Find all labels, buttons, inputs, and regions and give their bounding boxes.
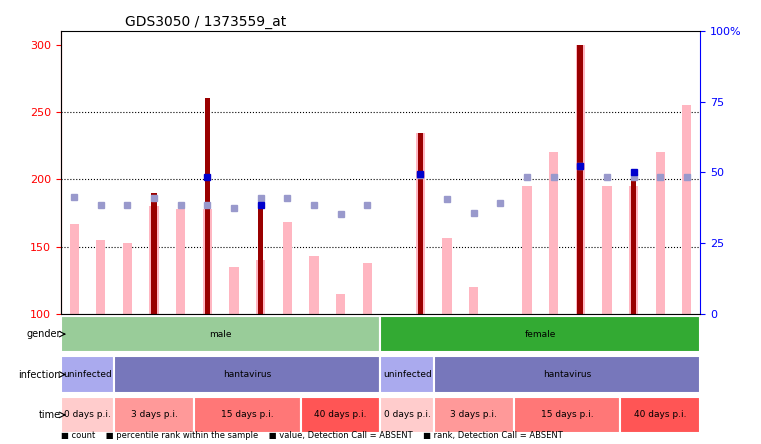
Bar — [469, 287, 479, 314]
Bar — [205, 99, 210, 314]
Bar — [202, 209, 212, 314]
FancyBboxPatch shape — [380, 316, 700, 352]
Text: 3 days p.i.: 3 days p.i. — [131, 410, 177, 420]
FancyBboxPatch shape — [380, 397, 434, 433]
Text: hantavirus: hantavirus — [223, 370, 272, 379]
Text: uninfected: uninfected — [63, 370, 112, 379]
Bar — [389, 314, 399, 422]
Text: hantavirus: hantavirus — [543, 370, 591, 379]
FancyBboxPatch shape — [114, 357, 380, 392]
Bar — [123, 242, 132, 314]
FancyBboxPatch shape — [514, 397, 620, 433]
Text: 40 days p.i.: 40 days p.i. — [314, 410, 367, 420]
Bar — [96, 240, 106, 314]
Bar — [362, 263, 372, 314]
Text: infection: infection — [18, 369, 61, 380]
FancyBboxPatch shape — [61, 316, 380, 352]
Bar — [442, 238, 452, 314]
Text: GDS3050 / 1373559_at: GDS3050 / 1373559_at — [125, 15, 286, 29]
Bar — [578, 44, 583, 314]
FancyBboxPatch shape — [61, 357, 114, 392]
Bar — [631, 179, 636, 314]
Bar — [151, 193, 157, 314]
Bar — [309, 256, 319, 314]
Text: 15 days p.i.: 15 days p.i. — [540, 410, 594, 420]
Bar — [682, 105, 692, 314]
Bar — [416, 134, 425, 314]
FancyBboxPatch shape — [114, 397, 194, 433]
FancyBboxPatch shape — [194, 397, 301, 433]
Bar — [655, 152, 665, 314]
Bar — [176, 209, 186, 314]
Bar — [522, 186, 532, 314]
Bar — [629, 186, 638, 314]
Text: male: male — [209, 329, 232, 339]
FancyBboxPatch shape — [61, 397, 114, 433]
Text: female: female — [524, 329, 556, 339]
Bar — [258, 206, 263, 314]
Text: time: time — [39, 410, 61, 420]
Bar — [149, 206, 159, 314]
Bar — [69, 224, 79, 314]
Bar — [256, 260, 266, 314]
Text: 3 days p.i.: 3 days p.i. — [451, 410, 497, 420]
FancyBboxPatch shape — [434, 357, 700, 392]
Bar — [336, 294, 345, 314]
Text: uninfected: uninfected — [383, 370, 431, 379]
Bar — [418, 134, 423, 314]
Text: ■ count    ■ percentile rank within the sample    ■ value, Detection Call = ABSE: ■ count ■ percentile rank within the sam… — [61, 431, 562, 440]
Text: gender: gender — [27, 329, 61, 339]
Text: 40 days p.i.: 40 days p.i. — [634, 410, 686, 420]
Bar — [549, 152, 559, 314]
Text: 0 days p.i.: 0 days p.i. — [64, 410, 111, 420]
FancyBboxPatch shape — [620, 397, 700, 433]
Text: 0 days p.i.: 0 days p.i. — [384, 410, 431, 420]
Bar — [575, 44, 585, 314]
Bar — [282, 222, 292, 314]
FancyBboxPatch shape — [301, 397, 380, 433]
FancyBboxPatch shape — [434, 397, 514, 433]
Bar — [602, 186, 612, 314]
Bar — [229, 267, 239, 314]
FancyBboxPatch shape — [380, 357, 434, 392]
Text: 15 days p.i.: 15 days p.i. — [221, 410, 274, 420]
